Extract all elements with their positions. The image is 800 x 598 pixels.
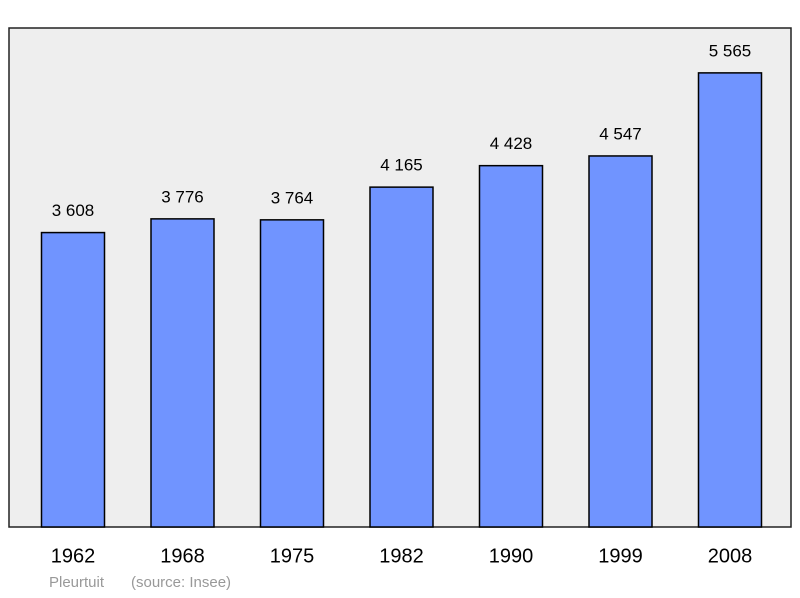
x-tick-label: 1975 bbox=[270, 545, 315, 567]
x-tick-label: 1999 bbox=[598, 545, 643, 567]
bar bbox=[478, 164, 544, 528]
x-tick-label: 1982 bbox=[379, 545, 424, 567]
bar bbox=[697, 72, 763, 528]
x-tick-label: 1968 bbox=[160, 545, 205, 567]
x-tick-label: 1990 bbox=[489, 545, 534, 567]
bar bbox=[588, 155, 653, 528]
bar bbox=[150, 218, 215, 528]
bar bbox=[369, 186, 434, 528]
value-label: 5 565 bbox=[709, 41, 752, 60]
source: (source: Insee) bbox=[131, 574, 231, 591]
value-label: 3 776 bbox=[161, 187, 204, 206]
value-label: 4 165 bbox=[380, 156, 423, 175]
x-tick-label: 2008 bbox=[708, 545, 753, 567]
value-label: 4 428 bbox=[490, 134, 533, 153]
x-tick-label: 1962 bbox=[51, 545, 96, 567]
bar bbox=[40, 231, 106, 528]
value-label: 4 547 bbox=[599, 124, 642, 143]
value-label: 3 764 bbox=[271, 188, 314, 207]
bar bbox=[259, 219, 325, 528]
value-label: 3 608 bbox=[52, 201, 95, 220]
caption: Pleurtuit bbox=[49, 574, 105, 591]
